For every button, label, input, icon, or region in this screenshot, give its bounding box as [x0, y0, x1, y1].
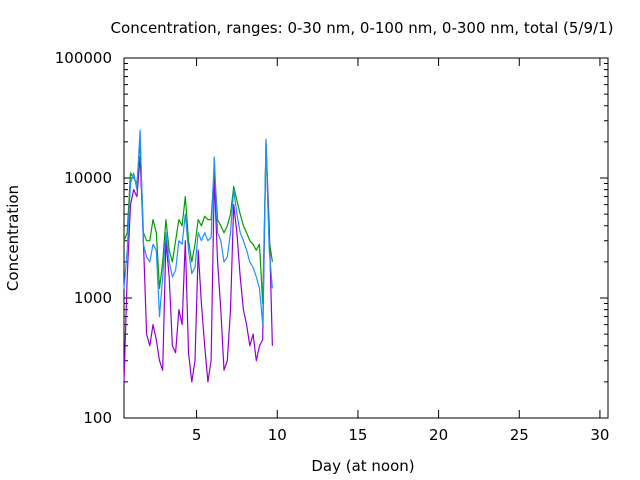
plot-frame — [123, 57, 609, 419]
y-tick-label: 1000 — [74, 289, 112, 307]
y-axis-label: Concentration — [4, 185, 22, 291]
y-axis: 100 1000 10000 100000 — [55, 49, 608, 427]
y-tick-label: 100 — [83, 409, 112, 427]
plot-area — [123, 57, 609, 419]
y-tick-label: 10000 — [64, 169, 112, 187]
chart-title: Concentration, ranges: 0-30 nm, 0-100 nm… — [111, 19, 614, 37]
series-layer — [123, 129, 273, 383]
series-line-2 — [123, 141, 273, 305]
x-tick-label: 15 — [348, 426, 367, 444]
x-tick-label: 25 — [510, 426, 529, 444]
x-axis: 5 10 15 20 25 30 — [192, 58, 609, 444]
x-tick-label: 30 — [590, 426, 609, 444]
series-line-3 — [123, 129, 273, 326]
series-line-1 — [123, 141, 273, 383]
y-tick-label: 100000 — [55, 49, 112, 67]
x-axis-label: Day (at noon) — [311, 457, 414, 475]
x-tick-label: 10 — [268, 426, 287, 444]
x-tick-label: 5 — [192, 426, 202, 444]
x-tick-label: 20 — [429, 426, 448, 444]
